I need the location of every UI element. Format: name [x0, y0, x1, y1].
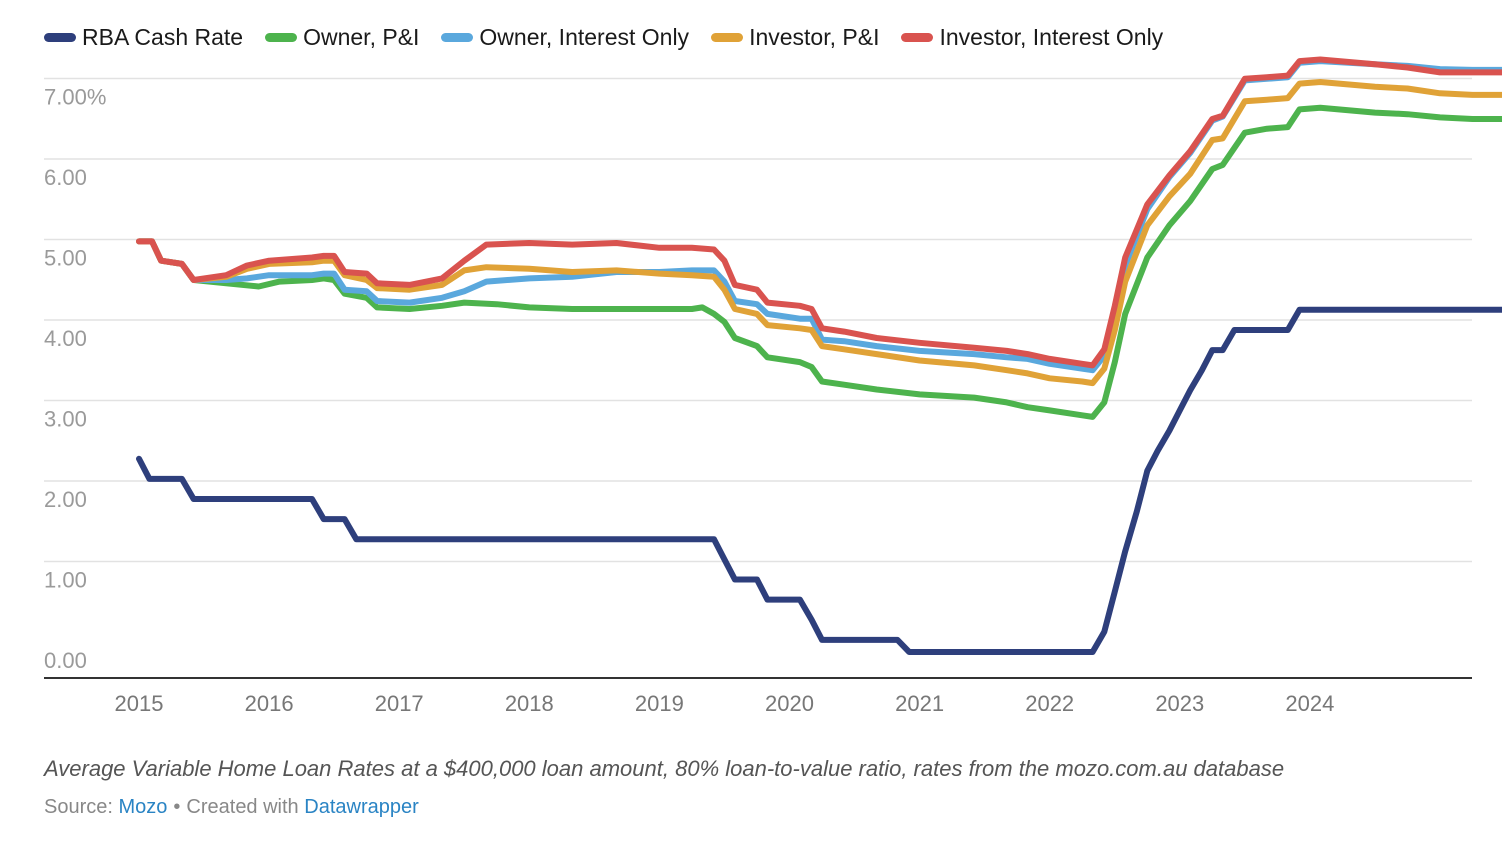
- legend-item-investor-interest-only: Investor, Interest Only: [901, 24, 1163, 51]
- legend-label: Owner, P&I: [303, 23, 420, 50]
- chart-legend: RBA Cash Rate Owner, P&I Owner, Interest O…: [44, 22, 1185, 52]
- legend-label: Owner, Interest Only: [479, 23, 690, 50]
- x-tick-label: 2019: [635, 691, 684, 716]
- y-tick-label: 6.00: [44, 165, 87, 190]
- source-link-mozo[interactable]: Mozo: [118, 796, 168, 818]
- y-tick-label: 0.00: [44, 648, 87, 673]
- series-line-investor-interest-only: [136, 56, 1502, 369]
- chart-footer: Average Variable Home Loan Rates at a $4…: [44, 756, 1464, 819]
- y-tick-label: 4.00: [44, 326, 87, 351]
- y-tick-label: 7.00%: [44, 85, 106, 110]
- legend-swatch: [265, 32, 298, 42]
- x-tick-label: 2021: [895, 691, 944, 716]
- legend-swatch: [711, 32, 744, 42]
- legend-label: Investor, P&I: [749, 23, 880, 50]
- y-tick-label: 2.00: [44, 487, 87, 512]
- series-line-investor-p-i: [136, 79, 1502, 387]
- y-tick-label: 5.00: [44, 246, 87, 271]
- legend-item-investor-p-i: Investor, P&I: [711, 24, 879, 51]
- source-separator: •: [173, 796, 181, 818]
- line-chart: 0.00 1.00 2.00 3.00 4.00 5.00 6.00 7.00% 2015 201…: [44, 56, 1502, 716]
- x-tick-label: 2022: [1025, 691, 1074, 716]
- legend-swatch: [441, 32, 474, 42]
- legend-label: Investor, Interest Only: [939, 23, 1164, 50]
- y-tick-label: 3.00: [44, 407, 87, 432]
- legend-item-owner-p-i: Owner, P&I: [265, 24, 419, 51]
- x-tick-label: 2020: [765, 691, 814, 716]
- legend-item-rba-cash-rate: RBA Cash Rate: [44, 24, 243, 51]
- source-prefix: Source:: [44, 796, 119, 818]
- series-line-rba-cash-rate: [136, 306, 1502, 655]
- chart-source: Source: Mozo • Created with Datawrapper: [44, 796, 1464, 819]
- chart-caption: Average Variable Home Loan Rates at a $4…: [44, 756, 1285, 781]
- x-tick-label: 2017: [375, 691, 424, 716]
- series-line-owner-p-i: [136, 104, 1502, 420]
- x-tick-label: 2016: [245, 691, 294, 716]
- y-tick-label: 1.00: [44, 568, 87, 593]
- x-tick-label: 2018: [505, 691, 554, 716]
- datawrapper-link[interactable]: Datawrapper: [304, 796, 419, 818]
- legend-swatch: [44, 32, 76, 42]
- legend-item-owner-interest-only: Owner, Interest Only: [441, 24, 689, 51]
- legend-swatch: [901, 32, 934, 42]
- x-tick-label: 2023: [1155, 691, 1204, 716]
- legend-label: RBA Cash Rate: [82, 23, 244, 50]
- x-tick-label: 2015: [115, 691, 164, 716]
- x-tick-label: 2024: [1285, 691, 1334, 716]
- created-prefix: Created with: [186, 796, 305, 818]
